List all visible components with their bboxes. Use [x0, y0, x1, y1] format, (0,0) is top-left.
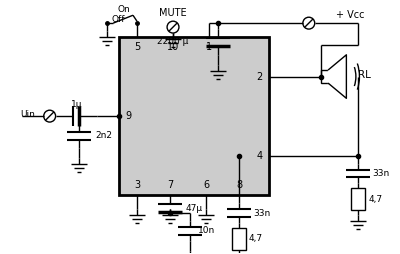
- Bar: [232, 228, 246, 250]
- Bar: [321, 70, 328, 84]
- Text: 1: 1: [206, 42, 212, 52]
- Text: 2200 μ: 2200 μ: [157, 37, 188, 46]
- Text: 7: 7: [167, 180, 173, 190]
- Text: + Vcc: + Vcc: [336, 10, 365, 20]
- Text: 2n2: 2n2: [95, 131, 112, 140]
- Bar: [351, 188, 365, 210]
- Text: 47μ: 47μ: [186, 204, 203, 213]
- Text: 1μ: 1μ: [71, 100, 82, 109]
- Text: RL: RL: [358, 70, 371, 80]
- Text: MUTE: MUTE: [159, 8, 187, 18]
- Text: 5: 5: [134, 42, 140, 52]
- Text: 33n: 33n: [253, 209, 270, 217]
- Text: 10: 10: [167, 42, 179, 52]
- Text: 10n: 10n: [198, 226, 215, 235]
- Text: 9: 9: [126, 111, 132, 121]
- Text: 4: 4: [256, 151, 262, 161]
- Text: 4,7: 4,7: [249, 234, 263, 243]
- Text: 2: 2: [256, 72, 262, 82]
- Polygon shape: [328, 55, 346, 98]
- Text: Uin: Uin: [20, 110, 35, 119]
- Text: 8: 8: [236, 180, 242, 190]
- Bar: [119, 37, 269, 195]
- Text: On: On: [117, 5, 130, 14]
- Text: 6: 6: [203, 180, 209, 190]
- Text: 3: 3: [134, 180, 140, 190]
- Text: 4,7: 4,7: [368, 195, 382, 204]
- Text: Off: Off: [111, 15, 125, 24]
- Text: 33n: 33n: [372, 169, 389, 178]
